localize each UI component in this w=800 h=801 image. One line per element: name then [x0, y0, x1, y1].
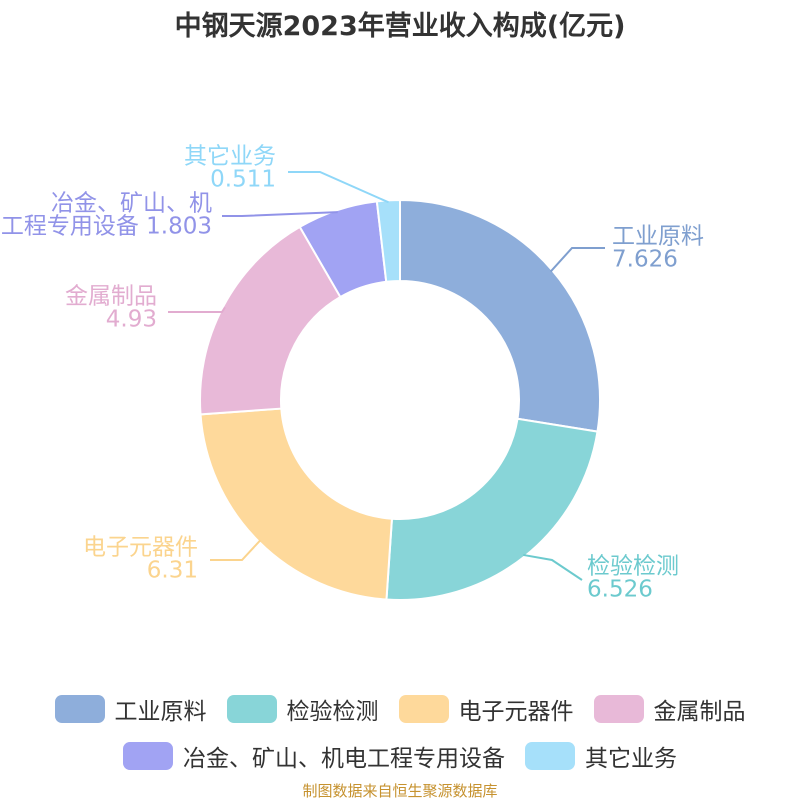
pie-slice	[385, 417, 599, 601]
data-label: 0.511	[210, 167, 276, 193]
data-label: 其它业务	[184, 144, 276, 170]
legend-swatch	[123, 742, 173, 770]
legend-row-2: 冶金、矿山、机电工程专用设备 其它业务	[0, 739, 800, 773]
legend-label: 工业原料	[114, 699, 207, 725]
legend-swatch	[398, 695, 449, 723]
legend-label: 电子元器件	[458, 699, 574, 725]
legend-item[interactable]: 其它业务	[525, 739, 677, 773]
leader-line	[210, 539, 262, 561]
legend-label: 其它业务	[585, 746, 677, 772]
data-label: 冶金、矿山、机	[51, 191, 212, 217]
legend-swatch	[54, 695, 105, 723]
legend-swatch	[525, 742, 575, 770]
data-label: 4.93	[106, 307, 157, 333]
data-label: 6.526	[587, 577, 653, 603]
legend-item[interactable]: 检验检测	[226, 692, 379, 726]
data-label: 检验检测	[587, 554, 679, 580]
data-label: 电子元器件	[83, 535, 198, 561]
data-label: 6.31	[147, 558, 198, 584]
legend-label: 冶金、矿山、机电工程专用设备	[183, 746, 505, 772]
legend-item[interactable]: 工业原料	[54, 692, 207, 726]
legend-row-1: 工业原料 检验检测 电子元器件 金属制品	[0, 692, 800, 726]
data-label: 工业原料	[612, 224, 704, 250]
legend-label: 金属制品	[653, 699, 746, 725]
data-label: 7.626	[612, 247, 678, 273]
leader-line	[222, 211, 338, 217]
legend-label: 检验检测	[286, 699, 379, 725]
leader-line	[288, 171, 389, 204]
legend-item[interactable]: 电子元器件	[398, 692, 574, 726]
legend-item[interactable]: 冶金、矿山、机电工程专用设备	[123, 739, 505, 773]
chart-title: 中钢天源2023年营业收入构成(亿元)	[174, 11, 626, 42]
data-label: 工程专用设备 1.803	[1, 214, 212, 240]
source-note: 制图数据来自恒生聚源数据库	[302, 782, 498, 800]
leader-line	[523, 553, 583, 581]
data-label: 金属制品	[65, 284, 157, 310]
pie-slice	[199, 407, 394, 601]
pie-slice	[399, 198, 601, 433]
leader-line	[168, 306, 226, 313]
legend-swatch	[226, 695, 277, 723]
leader-line	[549, 247, 605, 273]
legend-swatch	[593, 695, 644, 723]
legend-item[interactable]: 金属制品	[593, 692, 746, 726]
